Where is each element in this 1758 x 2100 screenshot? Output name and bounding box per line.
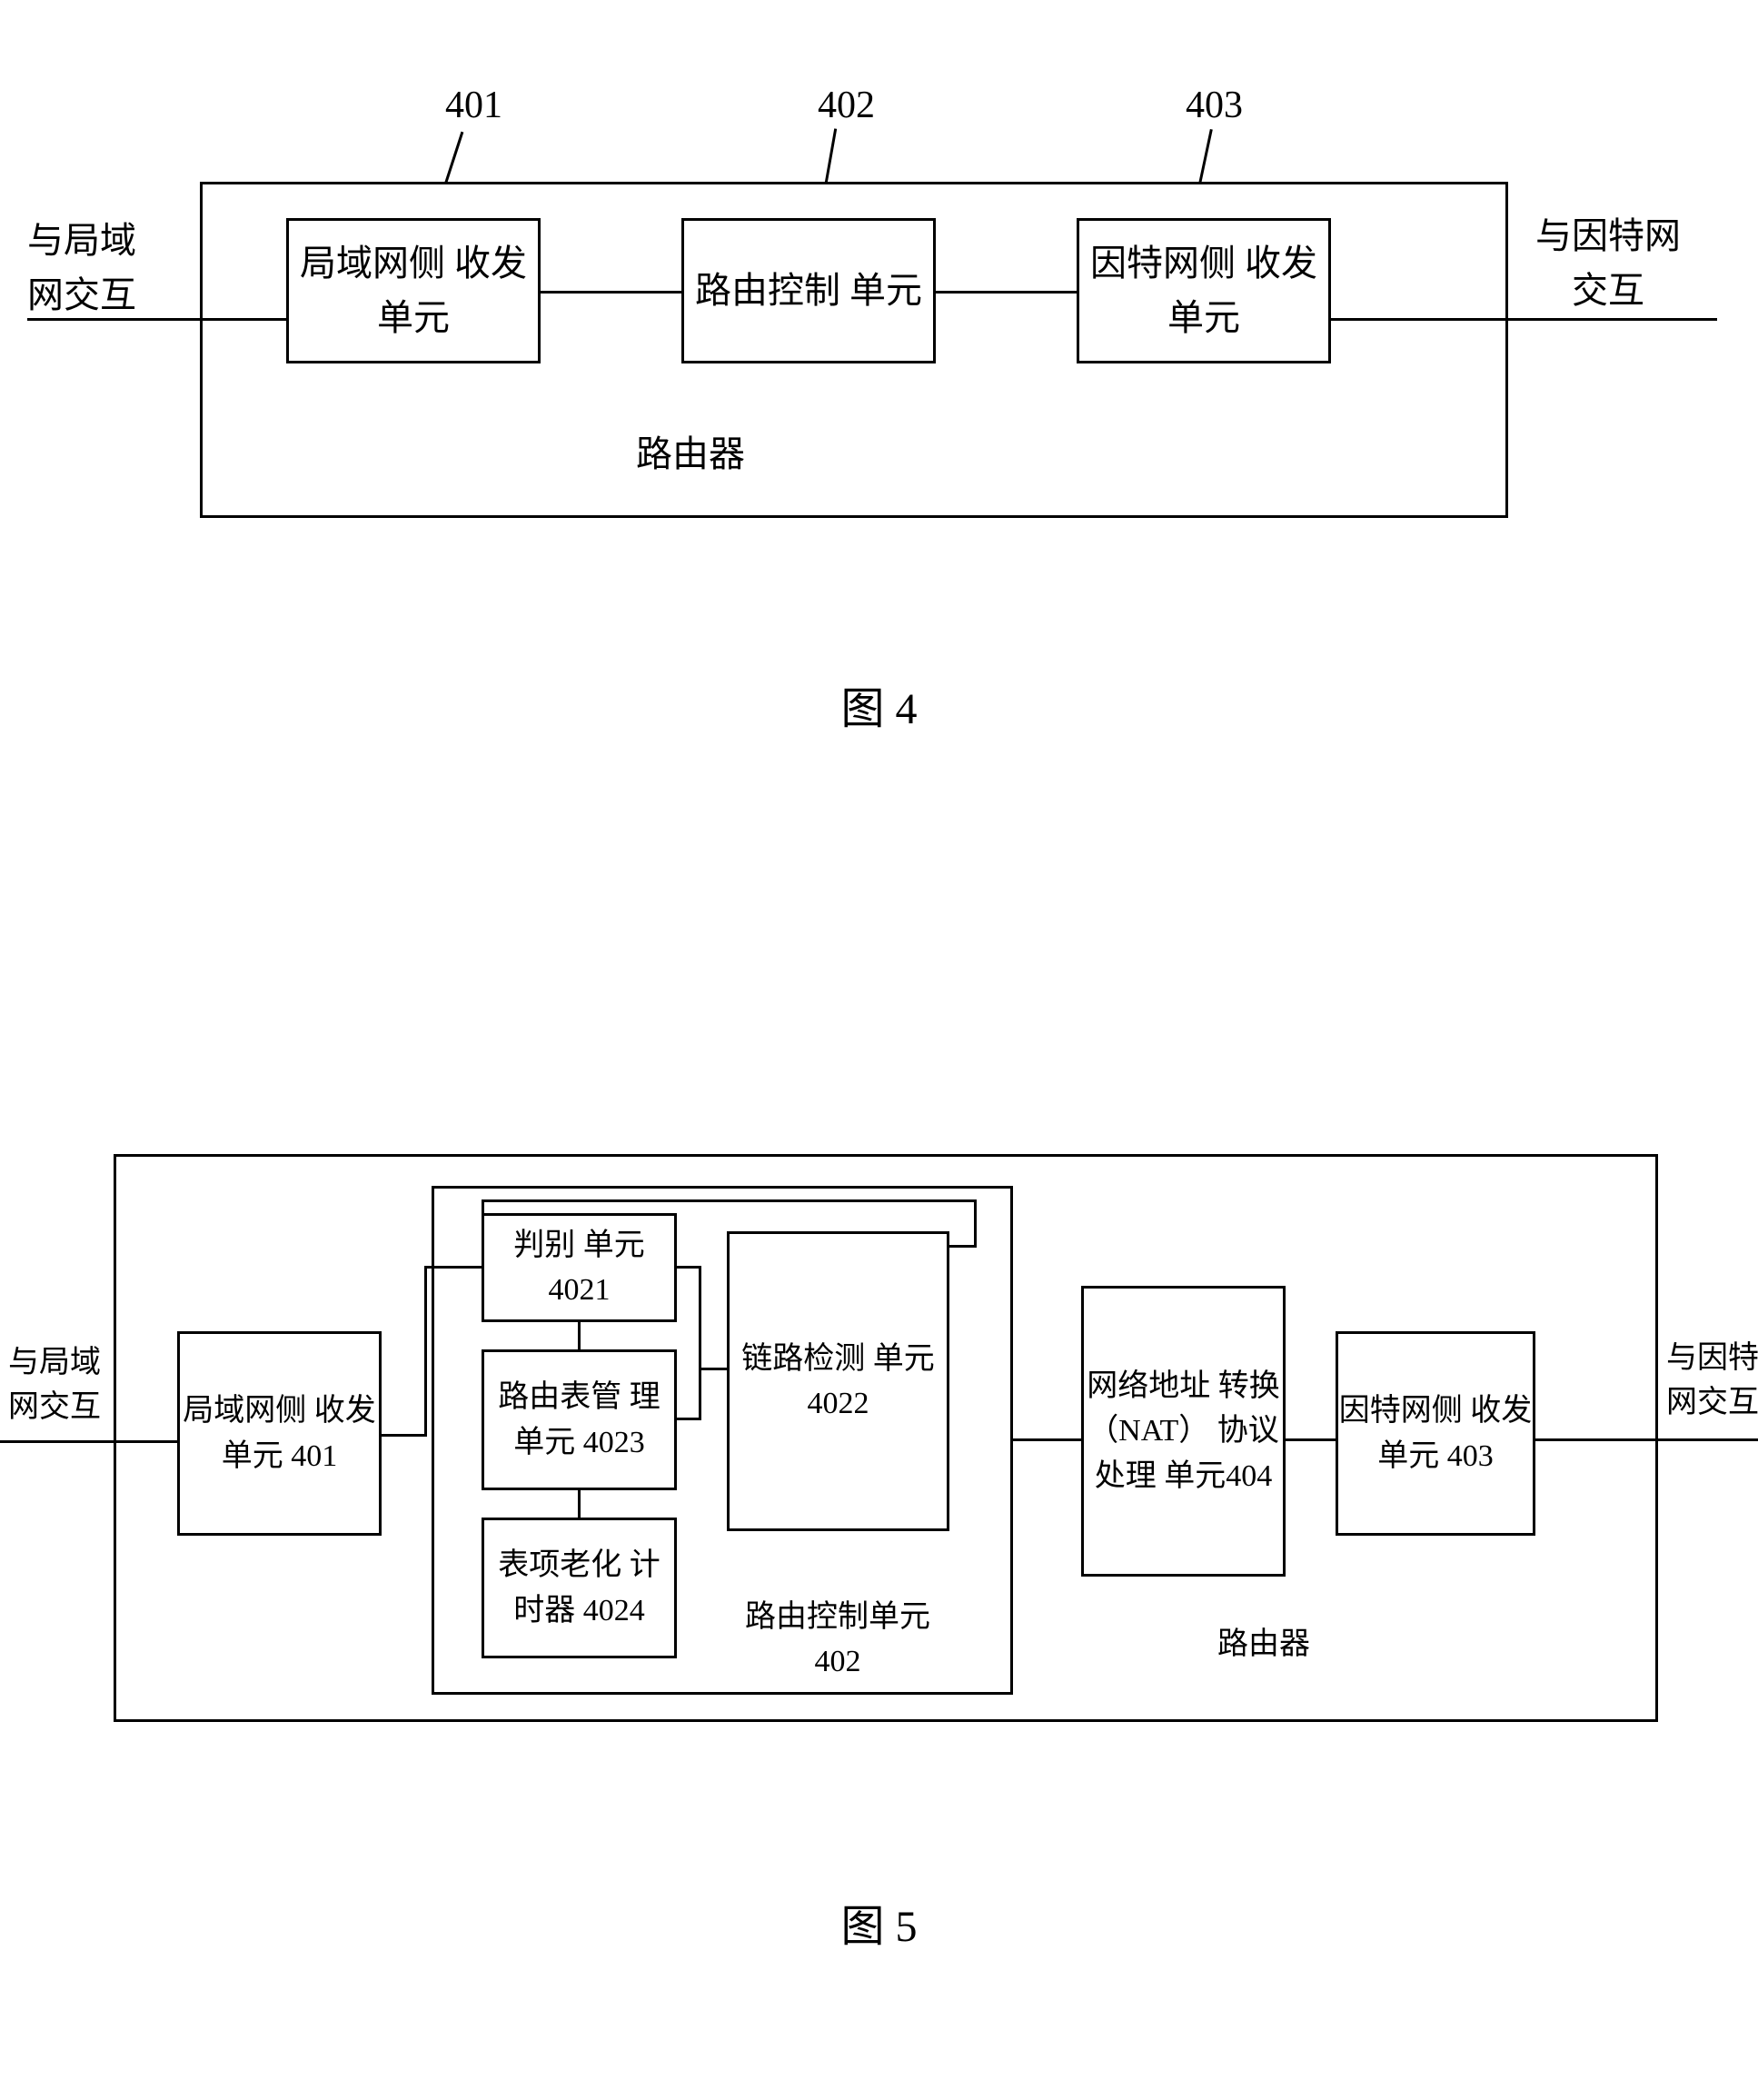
wan-side-label-5: 与因特 网交互 [1654, 1336, 1758, 1426]
figure-4-caption: 图 4 [0, 672, 1758, 736]
box-4022: 链路检测 单元4022 [727, 1231, 949, 1531]
ref-403: 403 [1186, 84, 1243, 127]
wan-side-label: 与因特网 交互 [1535, 209, 1681, 318]
line-b1-b2 [541, 291, 681, 294]
line-4021-4023 [578, 1322, 581, 1349]
ref-401: 401 [445, 84, 502, 127]
box-wan-transceiver: 因特网侧 收发单元 [1077, 218, 1331, 363]
figure-5-caption: 图 5 [0, 1890, 1758, 1954]
line-401-out [382, 1434, 427, 1437]
line-4022-up [974, 1199, 977, 1248]
line-fork-4022 [699, 1368, 727, 1370]
line-4023-4024 [578, 1490, 581, 1518]
line-401-fork-v [424, 1266, 427, 1437]
line-4023-right [677, 1418, 701, 1420]
box-401: 局域网侧 收发单元 401 [177, 1331, 382, 1536]
box-403: 因特网侧 收发单元 403 [1336, 1331, 1535, 1536]
box-4023-label: 路由表管 理单元 4023 [484, 1375, 674, 1465]
box-402-outer-label: 路由控制单元 402 [745, 1595, 930, 1685]
line-wan-ext-5 [1535, 1438, 1758, 1441]
line-fork-4021 [424, 1266, 482, 1269]
line-wan-ext [1331, 318, 1717, 321]
box-wan-transceiver-label: 因特网侧 收发单元 [1079, 236, 1328, 345]
router-label-5: 路由器 [1217, 1622, 1310, 1667]
box-404: 网络地址 转换 （NAT） 协议处理 单元404 [1081, 1286, 1286, 1577]
box-route-control-label: 路由控制 单元 [695, 264, 922, 318]
line-4022-right-top [949, 1245, 977, 1248]
router-label: 路由器 [636, 427, 745, 482]
box-401-label: 局域网侧 收发单元 401 [180, 1388, 379, 1478]
box-4023: 路由表管 理单元 4023 [482, 1349, 677, 1490]
lan-side-label: 与局域 网交互 [27, 214, 136, 323]
figure-5: 局域网侧 收发单元 401 判别 单元4021 路由表管 理单元 4023 表项… [0, 1100, 1758, 1972]
lan-side-label-5: 与局域 网交互 [0, 1340, 114, 1430]
box-404-label: 网络地址 转换 （NAT） 协议处理 单元404 [1084, 1364, 1283, 1498]
box-4021: 判别 单元4021 [482, 1213, 677, 1322]
line-top-across [482, 1199, 977, 1202]
box-4021-label: 判别 单元4021 [484, 1223, 674, 1313]
ref-402: 402 [818, 84, 875, 127]
box-lan-transceiver-label: 局域网侧 收发单元 [289, 236, 538, 345]
line-b2-b3 [936, 291, 1077, 294]
box-4024: 表项老化 计时器 4024 [482, 1518, 677, 1658]
box-lan-transceiver: 局域网侧 收发单元 [286, 218, 541, 363]
line-right-fork-v [699, 1266, 701, 1420]
line-lan-ext [27, 318, 286, 321]
box-4024-label: 表项老化 计时器 4024 [484, 1543, 674, 1633]
box-403-label: 因特网侧 收发单元 403 [1338, 1388, 1533, 1478]
line-lan-ext-5 [0, 1440, 177, 1443]
box-route-control: 路由控制 单元 [681, 218, 936, 363]
figure-4: 401 402 403 局域网侧 收发单元 路由控制 单元 因特网侧 收发单元 … [0, 36, 1758, 745]
line-404-403 [1286, 1438, 1336, 1441]
box-4022-label: 链路检测 单元4022 [730, 1337, 947, 1427]
line-402-404 [1013, 1438, 1081, 1441]
line-top-down-left [482, 1199, 484, 1213]
line-4021-right [677, 1266, 701, 1269]
